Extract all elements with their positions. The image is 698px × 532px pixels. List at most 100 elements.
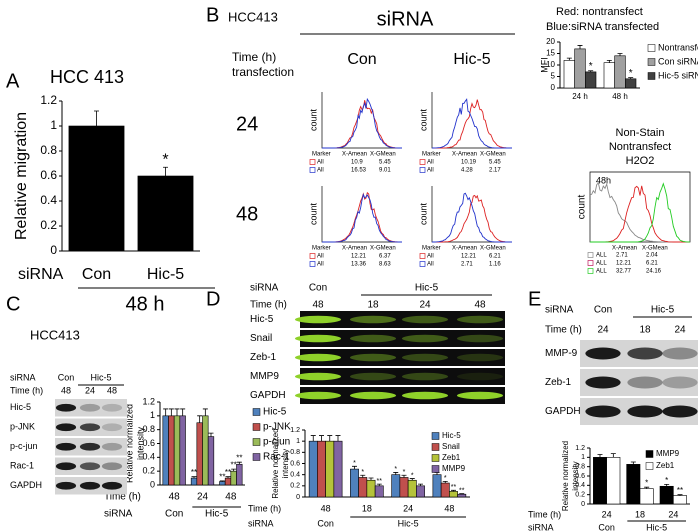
- y-axis-label: count: [418, 108, 428, 131]
- histogram-trace: [432, 98, 512, 149]
- histogram-trace: [590, 182, 691, 243]
- group-label: Hic-5: [205, 509, 229, 520]
- error-bar: [597, 454, 603, 458]
- bar: [236, 463, 243, 486]
- blot-band: [294, 391, 342, 400]
- table-cell: 2.71: [616, 253, 628, 259]
- error-bar: [376, 483, 382, 486]
- protein-label: p-JNK: [10, 422, 35, 432]
- y-tick-label: 1: [581, 454, 585, 461]
- bar: [603, 62, 615, 89]
- blot-band: [401, 372, 449, 381]
- error-bar: [197, 415, 203, 423]
- group-label: Con: [598, 522, 615, 532]
- legend-label: H2O2: [626, 155, 655, 167]
- x-row-label: Time (h): [528, 509, 561, 519]
- y-axis-label: Relative normalized: [561, 441, 570, 511]
- legend-label: MMP9: [442, 464, 466, 473]
- legend-label: Nontransfect: [609, 141, 671, 153]
- y-axis-label: count: [418, 202, 428, 225]
- row-title: Time (h): [232, 50, 276, 64]
- y-tick-label: 15: [546, 49, 555, 58]
- cell-line: HCC413: [30, 327, 80, 342]
- histogram-trace: [590, 185, 690, 243]
- table-header: X-Amean: [612, 246, 637, 252]
- table-header: X-Amean: [342, 152, 367, 158]
- bar: [614, 55, 626, 89]
- x-tick-label: 24: [197, 492, 209, 503]
- table-cell: All: [427, 254, 434, 260]
- bar: [625, 78, 637, 89]
- table-cell: 13.36: [351, 262, 367, 268]
- error-bar: [352, 465, 357, 470]
- x-tick-label: 48: [444, 503, 454, 513]
- cell-line: HCC413: [228, 9, 278, 24]
- error-bar: [409, 478, 415, 481]
- table-cell: 10.19: [461, 160, 477, 166]
- y-tick-label: 0: [150, 479, 155, 489]
- blot-band: [456, 353, 504, 362]
- y-tick-label: 0.4: [142, 452, 155, 462]
- blot-band: [401, 315, 449, 324]
- protein-label: GAPDH: [250, 390, 286, 401]
- table-header: Marker: [422, 152, 441, 158]
- error-bar: [180, 408, 186, 416]
- histogram-trace: [589, 181, 690, 243]
- table-cell: 10.9: [351, 160, 363, 166]
- significance-mark: **: [219, 472, 225, 481]
- bar: [659, 485, 674, 505]
- group-label: Con: [58, 372, 75, 382]
- blot-band: [101, 481, 123, 490]
- y-tick-label: 0.2: [575, 492, 585, 499]
- table-cell: ALL: [596, 269, 607, 275]
- error-bar: [335, 435, 341, 442]
- table-cell: All: [317, 160, 324, 166]
- y-tick-label: 1.2: [290, 427, 300, 434]
- legend-swatch: [647, 44, 656, 52]
- blot-band: [456, 334, 504, 343]
- group-label: Hic-5: [415, 283, 439, 294]
- significance-mark: **: [231, 461, 237, 470]
- table-header: X-Amean: [452, 246, 477, 252]
- significance-mark: **: [377, 478, 383, 485]
- error-bar: [610, 453, 616, 458]
- group-label: Hic-5: [651, 305, 675, 316]
- row-label: 48: [236, 203, 258, 225]
- lane-label: 24: [597, 325, 609, 336]
- blot-band: [401, 391, 449, 400]
- plot-frame: [431, 92, 512, 149]
- y-tick-label: 10: [546, 60, 555, 69]
- blot-band: [627, 347, 663, 360]
- error-bar: [368, 477, 374, 481]
- significance-mark: *: [444, 475, 447, 482]
- histogram-trace: [432, 194, 512, 243]
- x-tick-label: 48: [225, 492, 237, 503]
- table-cell: ALL: [596, 253, 607, 259]
- marker-swatch: [587, 268, 594, 274]
- bar: [308, 440, 318, 498]
- blot-band: [79, 423, 101, 432]
- marker-swatch: [587, 260, 594, 266]
- bar: [374, 485, 384, 498]
- y-tick-label: 1: [296, 438, 300, 445]
- bar: [219, 481, 226, 486]
- blot-band: [349, 372, 397, 381]
- blot-band: [55, 442, 77, 451]
- lane-label: 24: [674, 325, 686, 336]
- bar: [399, 477, 409, 498]
- x-row-label: siRNA: [104, 509, 133, 520]
- legend-swatch: [431, 432, 440, 440]
- y-tick-label: 0.6: [142, 438, 155, 448]
- histogram-trace: [432, 99, 512, 149]
- error-bar: [628, 77, 634, 79]
- table-cell: 4.28: [461, 168, 473, 174]
- error-bar: [208, 432, 214, 437]
- blot-band: [585, 347, 621, 360]
- blot-strip: [300, 330, 505, 347]
- table-cell: 16.53: [351, 168, 367, 174]
- error-bar: [459, 493, 465, 495]
- treatment-title: siRNA: [377, 8, 434, 30]
- chart-title: HCC 413: [50, 67, 124, 87]
- group-label: Con: [165, 509, 183, 520]
- y-axis-label: Relative normalized: [271, 428, 280, 498]
